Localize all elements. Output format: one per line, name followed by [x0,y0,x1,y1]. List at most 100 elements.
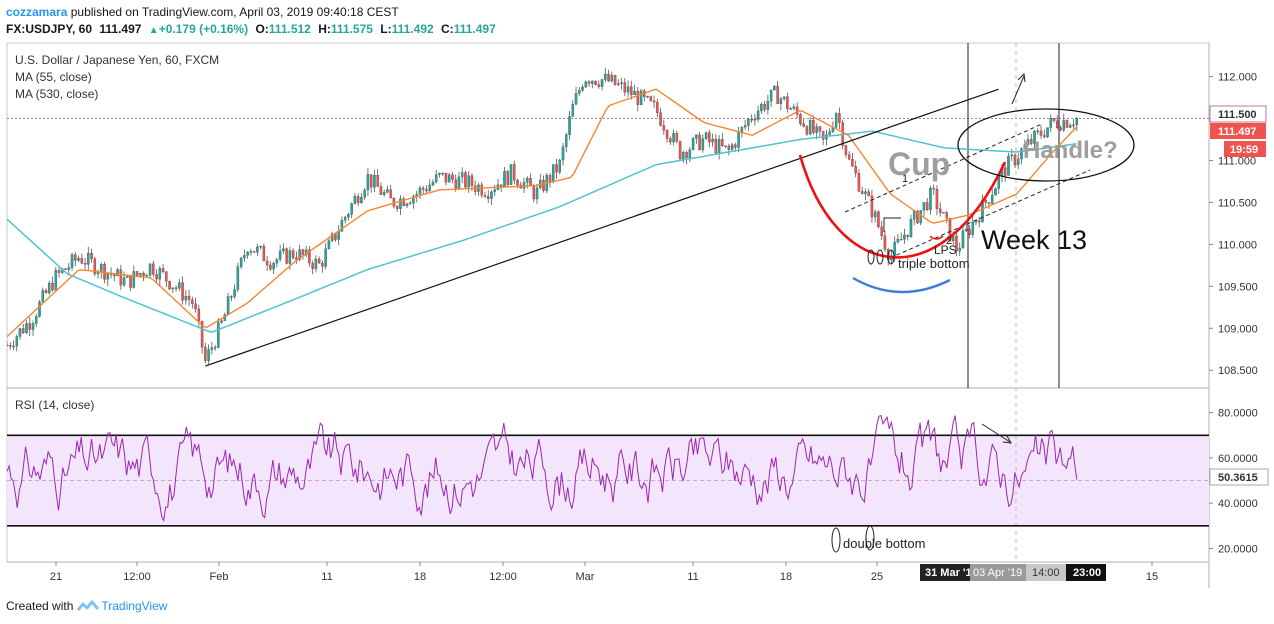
candle-body [513,164,516,181]
candle-body [994,188,997,196]
ma530-legend: MA (530, close) [15,87,98,101]
candle-body [421,187,425,190]
candle-body [864,191,867,194]
candle-body [337,231,340,240]
handle-ellipse[interactable] [957,108,1135,182]
candle-body [12,345,15,348]
high-value: 111.575 [330,22,373,36]
rsi-axis-ticks: 80.0000 60.0000 40.0000 20.0000 [1209,408,1258,555]
breakout-arrow [1011,75,1025,105]
time-tick-label: 18 [414,571,426,583]
candle-body [743,125,747,128]
candle-body [740,126,744,133]
candle-body [834,113,838,128]
candle-body [434,174,438,183]
candle-body [239,257,243,267]
candle-body [503,171,506,188]
candle-body [1026,139,1030,145]
candle-body [669,138,672,143]
candle-body [1065,120,1069,128]
candle-body [935,188,939,209]
candle-body [106,272,110,280]
candle-body [792,106,796,109]
candle-body [145,274,149,277]
candle-body [194,303,197,310]
candle-body [236,266,240,290]
candle-body [54,270,58,291]
candle-body [226,296,230,315]
candle-body [389,189,392,199]
candle-body [945,212,948,219]
candle-body [93,258,97,275]
candle-body [721,139,724,146]
candle-body [860,191,864,194]
channel-upper[interactable] [844,123,1043,213]
candle-body [984,199,987,203]
candle-body [161,268,165,272]
author-name[interactable]: cozzamara [6,5,68,19]
rsi-line [7,414,1078,522]
candle-body [812,120,815,133]
candle-body [129,275,132,288]
candle-body [977,220,981,223]
ascending-trendline[interactable] [205,88,999,367]
candle-body [675,133,679,142]
candle-body [506,171,509,185]
candle-body [760,103,763,112]
candle-body [80,258,84,264]
rsi-tick-label: 60.0000 [1218,453,1258,465]
level-tag-box [1209,105,1267,123]
candle-body [630,86,633,96]
cup-curve[interactable] [798,154,1007,259]
candle-body [626,86,630,93]
price-tick-label: 109.500 [1218,281,1258,293]
candle-body [854,166,857,174]
tradingview-link[interactable]: TradingView [101,599,168,613]
candle-body [873,211,877,218]
level-tag: 111.500 [1218,109,1257,121]
candles-layer [7,67,1079,365]
candle-body [119,269,123,286]
candle-body [805,126,809,135]
candle-body [1075,118,1079,126]
candle-body [620,82,623,84]
candle-body [870,195,874,218]
candle-body [366,174,370,191]
rsi-divergence-line [981,423,1011,443]
candle-body [35,316,38,324]
time-tick-label: Feb [210,571,229,583]
candle-body [457,176,461,190]
time-tag-t2: 23:00 [1073,567,1101,579]
candle-body [259,246,262,248]
support-arc[interactable] [852,276,951,294]
lps-label: LPS [934,243,957,257]
candle-body [899,238,903,241]
candle-body [701,138,705,150]
candle-body [665,130,669,139]
candle-body [298,249,301,260]
candle-body [717,139,721,154]
candle-body [100,264,103,273]
candle-body [623,82,627,93]
candle-body [1036,130,1040,133]
lps-mark [929,235,944,240]
candle-body [90,252,93,260]
candle-body [961,230,965,249]
candle-body [285,248,288,264]
bracket-mark [883,217,901,232]
candle-body [9,345,12,347]
candle-body [903,234,906,240]
candle-body [678,141,682,160]
candle-body [174,287,178,289]
rsi-bottom-marker-1 [831,527,841,553]
candle-body [1069,125,1072,128]
candle-body [343,216,347,221]
candle-body [64,268,67,270]
candle-body [256,246,259,253]
channel-lower[interactable] [889,169,1091,259]
candle-body [659,112,662,126]
open-value: 111.512 [268,22,311,36]
candle-body [184,296,188,301]
candle-body [22,328,25,334]
